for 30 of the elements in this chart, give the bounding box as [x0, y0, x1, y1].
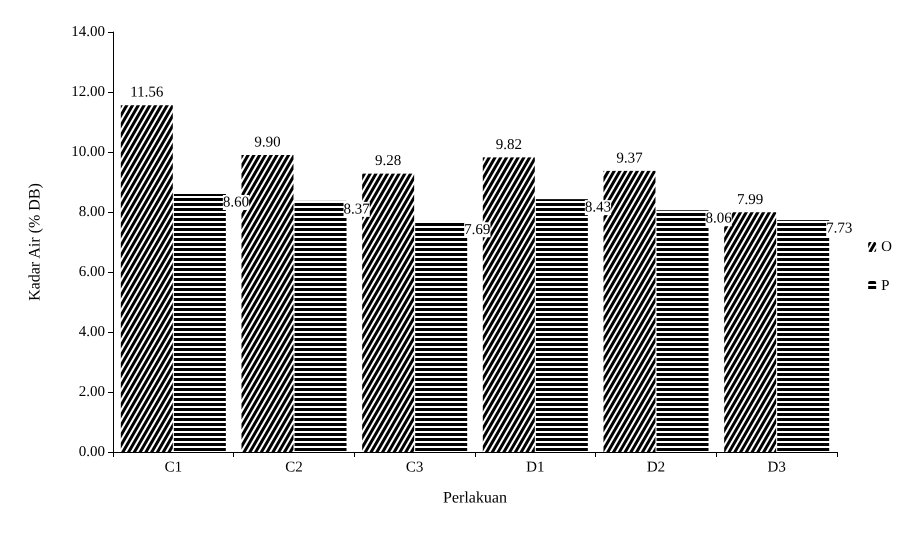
legend-label: P — [881, 278, 890, 294]
y-tick-label: 14.00 — [71, 24, 105, 40]
x-axis-title: Perlakuan — [443, 490, 507, 506]
data-label: 11.56 — [130, 84, 164, 101]
y-tick-label: 8.00 — [78, 204, 105, 220]
x-tick-label: C3 — [406, 460, 424, 476]
data-label: 8.37 — [344, 201, 370, 218]
x-tick-label: D1 — [526, 460, 545, 476]
data-label: 9.82 — [496, 136, 522, 153]
x-tick-label: D2 — [646, 460, 666, 476]
y-tick-label: 6.00 — [78, 264, 105, 280]
data-label: 7.73 — [826, 220, 852, 237]
data-label: 8.43 — [584, 200, 612, 216]
data-label: 8.60 — [222, 194, 250, 210]
x-tick-label: C1 — [164, 460, 182, 476]
data-label: 7.99 — [737, 192, 764, 208]
y-tick-label: 2.00 — [78, 384, 105, 400]
y-tick-label: 10.00 — [71, 144, 105, 160]
data-label: 8.06 — [706, 210, 732, 227]
y-tick-label: 12.00 — [71, 84, 105, 100]
data-label: 7.69 — [464, 222, 490, 238]
data-label: 9.28 — [375, 153, 402, 170]
legend-label: O — [881, 239, 892, 255]
y-axis-title: Kadar Air (% DB) — [26, 183, 44, 301]
y-tick-label: 0.00 — [78, 444, 105, 460]
y-tick-label: 4.00 — [78, 324, 105, 340]
x-tick-label: C2 — [285, 460, 303, 476]
data-label: 9.37 — [616, 150, 644, 166]
data-label: 9.90 — [254, 134, 281, 150]
x-tick-label: D3 — [767, 460, 786, 476]
